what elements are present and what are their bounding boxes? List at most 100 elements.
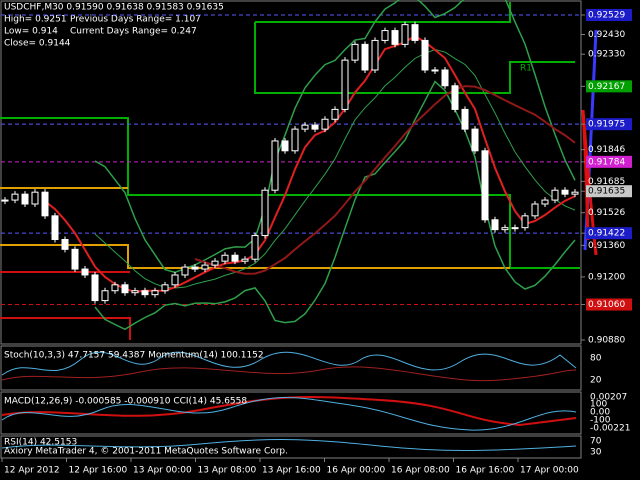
- candle-body: [211, 260, 219, 266]
- x-tick-label: 16 Apr 16:00: [456, 466, 515, 476]
- macd-label: MACD(12,26,9) -0.000585 -0.000910 CCI(14…: [4, 397, 247, 407]
- candle-body: [81, 268, 89, 276]
- candle-body: [371, 39, 379, 71]
- candle-body: [531, 203, 539, 217]
- y-tick-label: 0.92529: [588, 11, 625, 21]
- candle-body: [391, 30, 399, 45]
- y-tick-label: 0.91526: [588, 208, 625, 218]
- stoch-frame: [0, 345, 582, 391]
- candle-body: [31, 191, 39, 205]
- candle-body: [491, 219, 499, 231]
- candle-body: [431, 69, 439, 72]
- candle-body: [281, 140, 289, 152]
- candle-body: [121, 284, 129, 294]
- x-tick-label: 17 Apr 00:00: [520, 466, 579, 476]
- stoch-label: Stoch(10,3,3) 47.7157 59.4387 Momentum(1…: [4, 351, 264, 361]
- x-tick-label: 13 Apr 16:00: [262, 466, 321, 476]
- y-tick-label: 0.91422: [588, 229, 625, 239]
- subwindow-tick-label: 80: [590, 354, 602, 364]
- candle-body: [91, 274, 99, 302]
- candle-body: [271, 140, 279, 191]
- candle-body: [241, 258, 249, 262]
- candle-body: [21, 193, 29, 205]
- candle-body: [471, 128, 479, 152]
- tick-highlight: [586, 155, 632, 168]
- prev-range: Previous Days Range= 1.107: [70, 15, 201, 25]
- x-tick-label: 16 Apr 00:00: [327, 466, 386, 476]
- header: USDCHF,M30 0.91590 0.91638 0.91583 0.916…: [4, 3, 224, 49]
- candle-body: [551, 189, 559, 201]
- candle-body: [161, 284, 169, 292]
- candle-body: [321, 118, 329, 130]
- subwindow-tick-label: 70: [590, 437, 602, 447]
- candle-body: [141, 290, 149, 296]
- y-tick-label: 0.92167: [588, 82, 625, 92]
- candle-body: [561, 189, 569, 195]
- ma-slow: [194, 85, 576, 275]
- s-line: [0, 317, 131, 340]
- candle-body: [501, 227, 509, 231]
- candle-body: [331, 108, 339, 120]
- y-tick-label: 0.91360: [588, 241, 625, 251]
- candle-body: [411, 24, 419, 41]
- y-tick-label: 0.92430: [588, 30, 625, 40]
- candle-body: [521, 215, 529, 229]
- tick-highlight: [586, 80, 632, 93]
- candle-body: [51, 215, 59, 240]
- candle-body: [261, 189, 269, 237]
- stoch-line: [1, 351, 577, 376]
- pivot-line: [0, 117, 580, 269]
- candle-body: [541, 199, 549, 205]
- candle-body: [201, 264, 209, 270]
- y-tick-label: 0.91685: [588, 177, 625, 187]
- candle-body: [71, 248, 79, 270]
- candle-body: [191, 266, 199, 270]
- x-tick-label: 16 Apr 08:00: [391, 466, 450, 476]
- rsi-label: RSI(14) 42.5153: [4, 438, 77, 448]
- x-tick-label: 12 Apr 2012: [4, 466, 60, 476]
- tick-highlight: [586, 9, 632, 21]
- y-tick-label: 0.91200: [588, 272, 625, 282]
- candle-body: [451, 85, 459, 110]
- candle-body: [421, 39, 429, 71]
- candle-body: [311, 124, 319, 130]
- bollinger-lower: [94, 80, 576, 331]
- y-tick-label: 0.91784: [588, 157, 625, 167]
- high: High= 0.9251: [4, 15, 67, 25]
- y-tick-label: 0.91846: [588, 145, 625, 155]
- candle-body: [1, 199, 9, 202]
- macd-frame: [0, 391, 582, 435]
- candle-body: [291, 128, 299, 152]
- y-tick-label: 0.91060: [588, 300, 625, 310]
- cci-line: [1, 397, 577, 431]
- candle-body: [11, 193, 19, 201]
- tick-highlight: [586, 118, 632, 131]
- subwindow-tick-label: 0.00207: [590, 393, 627, 403]
- candle-body: [361, 43, 369, 71]
- candle-body: [351, 43, 359, 61]
- x-tick-label: 12 Apr 16:00: [69, 466, 128, 476]
- rsi-line: [1, 439, 577, 451]
- subwindow-tick-label: 30: [590, 448, 602, 458]
- close: Close= 0.9144: [4, 39, 71, 49]
- tick-highlight: [586, 185, 632, 198]
- candle-body: [381, 30, 389, 41]
- candle-body: [511, 227, 519, 230]
- tick-highlight: [586, 298, 632, 311]
- candle-body: [101, 290, 109, 302]
- candle-body: [301, 124, 309, 130]
- candle-body: [461, 108, 469, 130]
- annotation: R1: [520, 64, 532, 74]
- main-frame: [0, 0, 582, 345]
- tick-highlight: [586, 227, 632, 240]
- candle-body: [441, 69, 449, 87]
- subwindow-tick-label: 100: [590, 400, 607, 410]
- low: Low= 0.914: [4, 27, 58, 37]
- subwindow-tick-label: -100: [590, 416, 611, 426]
- y-tick-label: 0.90880: [588, 336, 625, 346]
- candle-body: [151, 290, 159, 296]
- candle-body: [571, 191, 579, 195]
- candle-body: [61, 238, 69, 250]
